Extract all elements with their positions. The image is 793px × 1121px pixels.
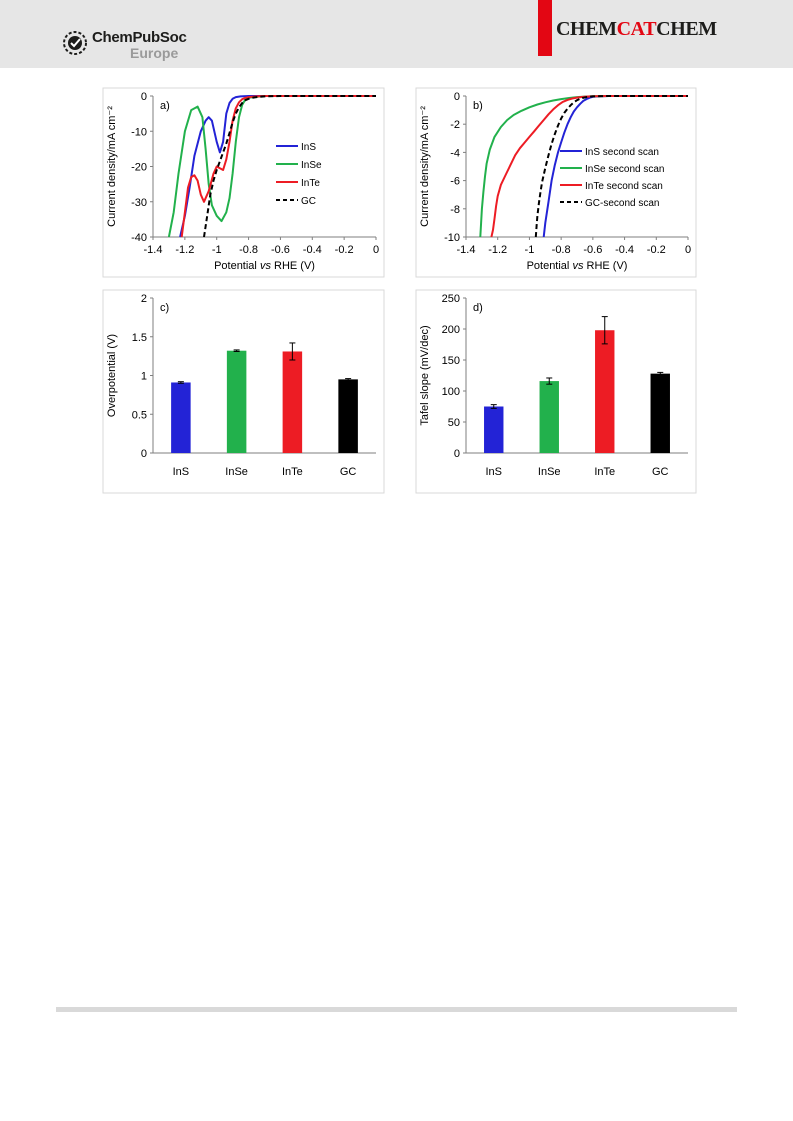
x-tick-label: -0.2 [647, 244, 666, 256]
y-tick-label: 250 [442, 293, 460, 305]
x-axis-label: Potential vs RHE (V) [527, 260, 628, 272]
chart-border [415, 289, 697, 494]
y-tick-label: -10 [131, 126, 147, 138]
x-tick-label: -0.6 [271, 244, 290, 256]
bar-inse [226, 350, 247, 453]
x-tick-label: -1.4 [457, 244, 476, 256]
chempubsoc-badge-icon [63, 31, 87, 55]
x-tick-label: -1.2 [175, 244, 194, 256]
x-tick-label: -1.2 [488, 244, 507, 256]
y-tick-label: 0 [454, 448, 460, 460]
x-category-label: GC [652, 466, 669, 478]
y-tick-label: -6 [450, 176, 460, 188]
publisher-name: ChemPubSoc [92, 29, 187, 46]
bar-gc [650, 373, 670, 453]
figure: a)Current density/mA cm⁻²0-10-20-30-40-1… [102, 87, 697, 494]
x-category-label: InSe [538, 466, 561, 478]
journal-title: CHEMCATCHEM [556, 18, 736, 44]
panel-label: d) [473, 302, 483, 314]
chart-panel-b: b)Current density/mA cm⁻²0-2-4-6-8-10-1.… [415, 87, 697, 278]
bar-gc [338, 379, 358, 453]
legend-label-inse: InSe second scan [585, 164, 665, 175]
chart-panel-d: d) Tafel slope (mV/dec) 0 50 100 150 200 250 InS… [415, 289, 697, 494]
journal-title-part-1: CHEM [556, 18, 617, 40]
bar-ins [484, 406, 504, 453]
y-tick-label: 2 [141, 293, 147, 305]
legend-label-ins: InS [301, 142, 316, 153]
x-tick-label: -1.4 [144, 244, 163, 256]
y-axis-label: Current density/mA cm⁻² [106, 106, 118, 227]
bar-ins [171, 382, 191, 453]
panel-label: a) [160, 100, 170, 112]
series-line-inte [490, 95, 688, 238]
x-tick-label: 0 [373, 244, 379, 256]
series-line-gc [534, 95, 688, 238]
chart-border [102, 289, 385, 494]
bar-inte [595, 330, 615, 453]
panel-label: b) [473, 100, 483, 112]
y-tick-label: 1 [141, 371, 147, 383]
y-tick-label: 200 [442, 324, 460, 336]
y-tick-label: 1.5 [132, 332, 147, 344]
y-tick-label: -2 [450, 119, 460, 131]
series-line-inse [167, 95, 376, 238]
x-category-label: GC [340, 466, 357, 478]
y-axis-label: Current density/mA cm⁻² [419, 106, 431, 227]
y-tick-label: 0 [454, 91, 460, 103]
panel-label: c) [160, 302, 169, 314]
y-tick-label: 0 [141, 448, 147, 460]
bar-inse [539, 381, 559, 453]
x-tick-label: -0.6 [583, 244, 602, 256]
x-tick-label: 0 [685, 244, 691, 256]
legend-label-ins: InS second scan [585, 147, 659, 158]
series-line-ins [179, 95, 376, 238]
y-tick-label: -8 [450, 204, 460, 216]
legend-label-inte: InTe [301, 178, 320, 189]
chart-panel-c: c) Overpotential (V) 0 0.5 1 1.5 2 InS InSe InTe G… [102, 289, 385, 494]
chempubsoc-logo: ChemPubSoc Europe [62, 28, 202, 62]
chart-panel-a: a)Current density/mA cm⁻²0-10-20-30-40-1… [102, 87, 385, 278]
chart-border [102, 87, 385, 278]
journal-accent-tab [538, 0, 552, 56]
y-tick-label: -30 [131, 197, 147, 209]
x-tick-label: -1 [525, 244, 535, 256]
x-category-label: InSe [225, 466, 248, 478]
x-tick-label: -0.2 [335, 244, 354, 256]
publisher-region: Europe [130, 45, 179, 61]
journal-title-part-2: CAT [616, 18, 657, 40]
y-tick-label: 50 [448, 417, 460, 429]
legend-label-gc: GC-second scan [585, 198, 659, 209]
y-tick-label: -10 [444, 232, 460, 244]
y-tick-label: 0.5 [132, 409, 147, 421]
bar-inte [282, 351, 303, 453]
legend-label-inte: InTe second scan [585, 181, 663, 192]
page-header [0, 0, 793, 68]
x-tick-label: -0.4 [303, 244, 322, 256]
x-category-label: InS [485, 466, 502, 478]
chart-border [415, 87, 697, 278]
y-tick-label: 150 [442, 355, 460, 367]
y-tick-label: 100 [442, 386, 460, 398]
journal-title-part-3: CHEM [656, 18, 717, 40]
x-category-label: InTe [282, 466, 303, 478]
x-category-label: InTe [594, 466, 615, 478]
y-tick-label: -40 [131, 232, 147, 244]
footer-rule [56, 1007, 737, 1012]
y-tick-label: 0 [141, 91, 147, 103]
y-tick-label: -20 [131, 162, 147, 174]
x-category-label: InS [173, 466, 190, 478]
series-line-gc [203, 95, 376, 238]
x-tick-label: -0.8 [239, 244, 258, 256]
y-axis-label: Overpotential (V) [106, 334, 118, 417]
legend-label-inse: InSe [301, 160, 322, 171]
x-tick-label: -0.8 [552, 244, 571, 256]
x-tick-label: -1 [212, 244, 222, 256]
series-line-inte [180, 95, 376, 238]
x-tick-label: -0.4 [615, 244, 634, 256]
legend-label-gc: GC [301, 196, 316, 207]
x-axis-label: Potential vs RHE (V) [214, 260, 315, 272]
y-tick-label: -4 [450, 147, 460, 159]
y-axis-label: Tafel slope (mV/dec) [419, 325, 431, 425]
